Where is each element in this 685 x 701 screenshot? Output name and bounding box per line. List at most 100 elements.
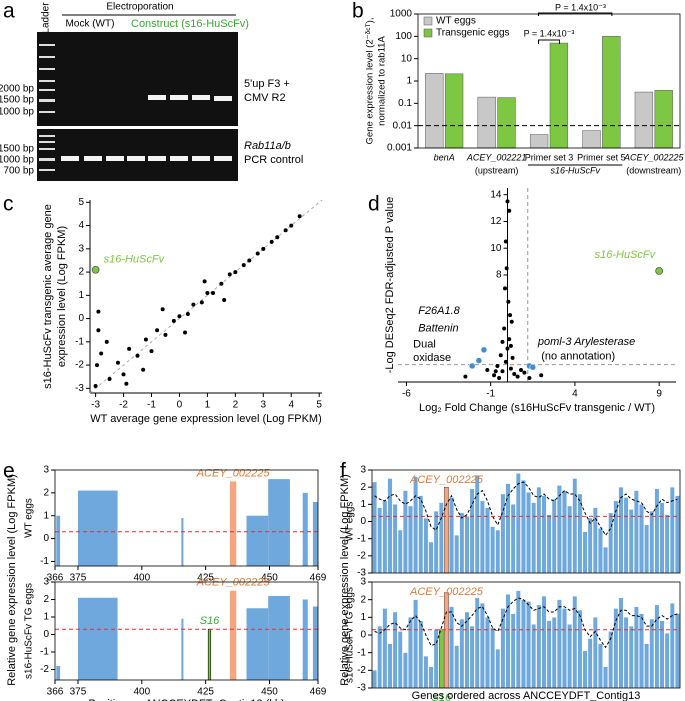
y-tick-label: 3 (360, 577, 366, 588)
bar (557, 599, 562, 689)
point (502, 286, 507, 291)
y-tick-label: 1 (78, 290, 84, 301)
bar (77, 597, 118, 680)
x-tick-label: 2 (233, 400, 239, 411)
shared-y-label: Relative gene expression level (Log FPKM… (339, 474, 351, 686)
bar (413, 476, 418, 574)
point (210, 291, 215, 296)
y-tick-label: 8 (496, 270, 502, 281)
point (480, 346, 488, 354)
mock-label: Mock (WT) (66, 19, 115, 30)
bar (618, 487, 624, 574)
bar (387, 478, 393, 574)
bar (469, 626, 475, 689)
y-tick-label: 5 (78, 197, 84, 208)
bar (505, 594, 511, 689)
highlight-label: s16-HuScFv (104, 254, 166, 266)
bar (56, 515, 61, 566)
point (115, 360, 120, 365)
point (104, 339, 109, 344)
bar (454, 535, 460, 574)
point (96, 328, 101, 333)
y-tick-label: 10 (401, 53, 413, 64)
ladder-label: Ladder (41, 2, 52, 34)
point (502, 326, 507, 331)
bar (592, 617, 598, 689)
bar (582, 531, 588, 574)
x-tick-label: 375 (70, 687, 87, 698)
y-tick-label: 1 (360, 612, 366, 623)
bar (531, 624, 537, 689)
point (283, 228, 288, 233)
bar (562, 608, 567, 689)
bar (480, 500, 485, 574)
y-tick-label: 1 (406, 76, 412, 87)
bar (551, 617, 557, 689)
bar (490, 526, 495, 574)
bar (551, 499, 557, 574)
bar (382, 500, 388, 574)
point (510, 355, 515, 360)
y-axis-label: s16-HuScFv transgenic average gene (42, 204, 54, 389)
x-tick-label: 9 (656, 389, 662, 400)
bar (433, 629, 439, 689)
x-tick-label: 400 (133, 573, 150, 584)
x-tick-label: 450 (261, 573, 278, 584)
point (124, 381, 129, 386)
x-tick-label: -6 (402, 389, 411, 400)
bar (603, 547, 608, 574)
x-tick-label: -1 (147, 400, 156, 411)
bar (664, 633, 670, 689)
point (492, 373, 497, 378)
y-tick-label: 4 (78, 220, 84, 231)
ladder-bands (39, 44, 55, 171)
bar (577, 493, 583, 574)
y-tick-label: -3 (357, 683, 366, 694)
point (506, 299, 511, 304)
bar (669, 487, 675, 574)
y-tick-label: -1 (40, 556, 49, 567)
category-note: s16-HuScFv (550, 165, 600, 175)
gel-image (37, 32, 238, 126)
bar (485, 617, 490, 689)
x-tick-label: Primer set 3 (525, 152, 574, 162)
highlight-point (655, 267, 663, 275)
y-tick-label: 12 (490, 216, 502, 227)
bar (418, 495, 424, 574)
annotation: F26A1.8 (418, 305, 460, 317)
legend-swatch (423, 28, 433, 38)
bar (675, 613, 680, 689)
category-note: (upstream) (475, 165, 519, 175)
bar (387, 643, 393, 689)
point (289, 223, 294, 228)
bar (474, 474, 480, 574)
panel-label: b (352, 0, 364, 23)
x-axis-label: Position on ANCCEYDFT_Contig13 (kb) (88, 698, 284, 701)
y-tick-label: 2 (43, 594, 49, 605)
bar (628, 509, 634, 574)
bar (644, 524, 649, 574)
annotation: P = 1.4x10⁻³ (555, 2, 606, 12)
bar (634, 606, 639, 689)
bar (397, 631, 403, 689)
point (155, 328, 160, 333)
annotation: P = 1.4x10⁻³ (524, 28, 575, 38)
point (475, 357, 483, 364)
bar (246, 608, 269, 680)
point (508, 343, 513, 348)
bar (639, 613, 644, 689)
y-tick-label: 100 (395, 31, 412, 42)
bp-label: 1000 bp (0, 155, 34, 166)
point (512, 371, 517, 376)
x-tick-label: 469 (310, 573, 327, 584)
bar (529, 134, 549, 149)
point (219, 281, 224, 286)
bar (526, 492, 531, 574)
bar (639, 504, 644, 574)
bar (229, 481, 237, 566)
point (275, 235, 280, 240)
point (468, 362, 476, 370)
point (163, 332, 168, 337)
bar (634, 490, 639, 574)
point (261, 246, 266, 251)
